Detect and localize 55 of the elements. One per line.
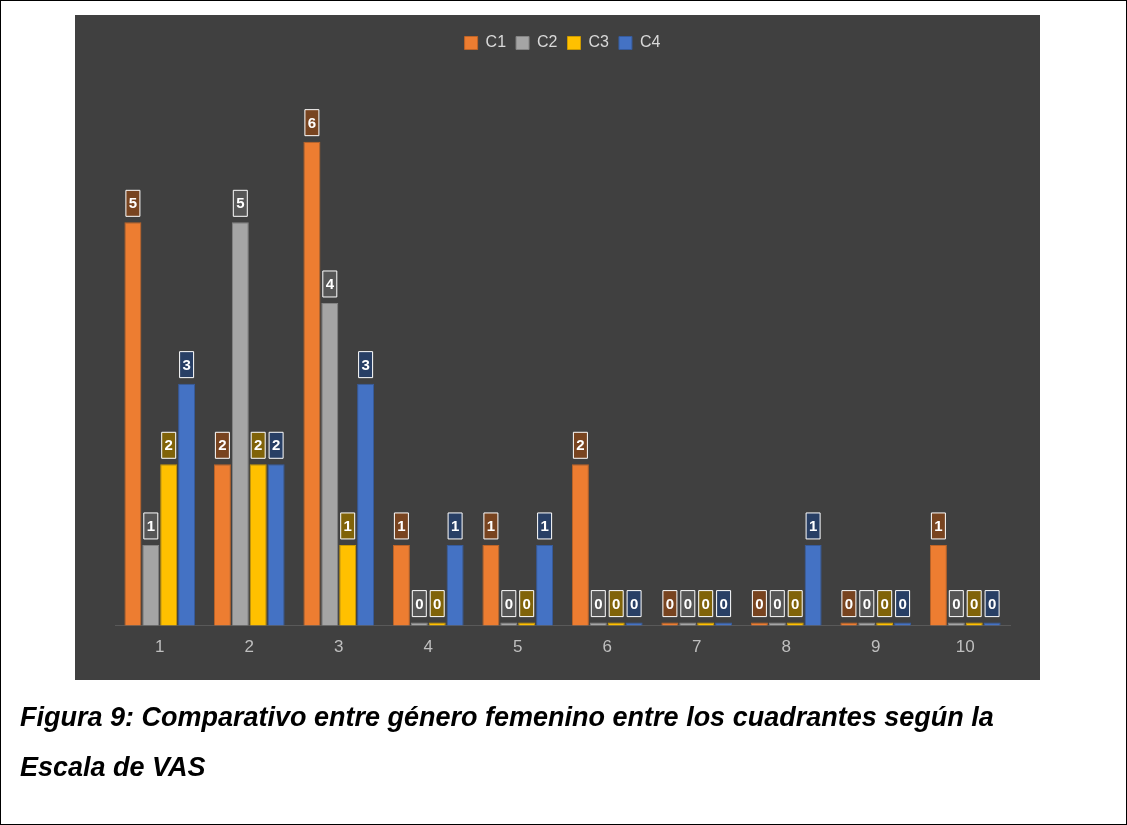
- data-label: 0: [791, 594, 800, 612]
- data-label: 0: [719, 594, 728, 612]
- data-label: 2: [164, 436, 173, 454]
- data-label: 0: [844, 594, 854, 612]
- data-label: 5: [236, 194, 245, 212]
- data-label: 1: [450, 517, 460, 535]
- legend-label: C2: [537, 33, 558, 51]
- data-label: 1: [343, 517, 352, 535]
- x-tick-label: 4: [423, 637, 433, 657]
- legend-label: C4: [639, 33, 661, 51]
- data-label: 3: [361, 355, 370, 373]
- data-label: 0: [683, 594, 692, 612]
- x-tick-label: 10: [955, 637, 975, 657]
- x-tick-label: 1: [155, 637, 165, 657]
- data-label: 0: [629, 594, 639, 612]
- data-label: 0: [594, 594, 603, 612]
- data-label: 6: [307, 113, 317, 131]
- data-label: 0: [880, 594, 889, 612]
- data-label: 1: [397, 517, 406, 535]
- data-label: 2: [271, 436, 281, 454]
- data-label: 1: [540, 517, 549, 535]
- data-label: 2: [218, 436, 227, 454]
- data-label: 3: [182, 355, 191, 373]
- legend-label: C3: [588, 33, 610, 51]
- x-tick-label: 7: [692, 637, 702, 657]
- x-tick-label: 9: [871, 637, 881, 657]
- data-label: 0: [862, 594, 871, 612]
- legend-label: C1: [485, 33, 507, 51]
- data-label: 0: [415, 594, 424, 612]
- data-label: 0: [773, 594, 782, 612]
- data-label: 0: [970, 594, 979, 612]
- x-tick-label: 3: [334, 637, 344, 657]
- data-label: 5: [128, 194, 138, 212]
- data-label: 1: [934, 517, 943, 535]
- data-label: 1: [146, 517, 155, 535]
- data-label: 0: [701, 594, 710, 612]
- data-label: 0: [504, 594, 513, 612]
- data-label: 0: [433, 594, 442, 612]
- data-label: 2: [254, 436, 263, 454]
- x-tick-label: 8: [781, 637, 791, 657]
- data-label: 0: [987, 594, 997, 612]
- data-label: 0: [612, 594, 621, 612]
- data-label: 0: [522, 594, 531, 612]
- data-label: 0: [898, 594, 907, 612]
- data-label: 4: [325, 275, 335, 293]
- text: Figura 9: Comparativo entre género femenino entre los cuadrantes según la Escala de VAS: [20, 701, 995, 784]
- x-tick-label: 2: [244, 637, 254, 657]
- data-label: 2: [576, 436, 585, 454]
- x-tick-label: 6: [602, 637, 612, 657]
- data-label: 1: [808, 517, 818, 535]
- data-label: 0: [952, 594, 961, 612]
- data-label: 0: [665, 594, 675, 612]
- data-label: 1: [486, 517, 496, 535]
- x-tick-label: 5: [513, 637, 523, 657]
- data-label: 0: [755, 594, 764, 612]
